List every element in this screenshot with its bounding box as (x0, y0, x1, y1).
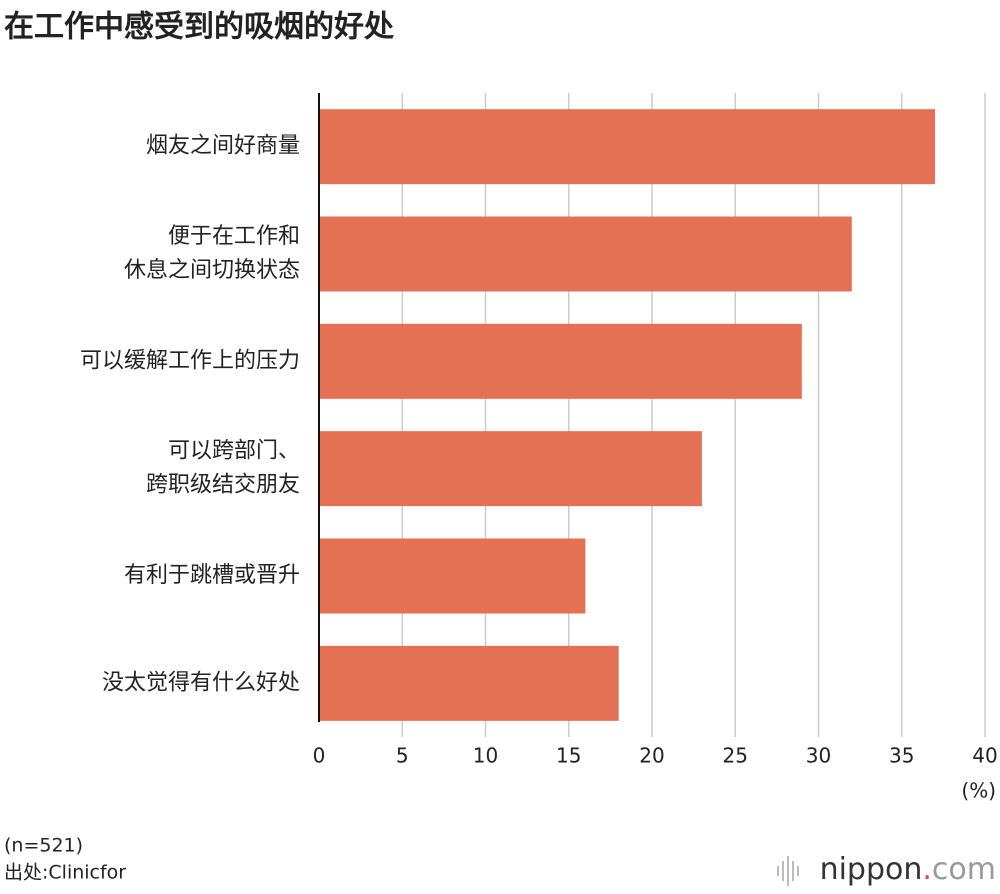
bar (319, 538, 586, 614)
logo-icon (777, 856, 799, 886)
logo-part: com (932, 852, 996, 887)
x-tick-label: 35 (889, 744, 914, 768)
bar (319, 323, 802, 399)
y-tick-label: 跨职级结交朋友 (146, 473, 300, 498)
x-tick-label: 5 (396, 744, 409, 768)
bar (319, 216, 852, 292)
logo-part: . (922, 852, 932, 887)
x-tick-label: 10 (473, 744, 498, 768)
x-tick-label: 0 (313, 744, 326, 768)
y-tick-label: 可以缓解工作上的压力 (80, 348, 300, 373)
y-tick-label: 有利于跳槽或晋升 (124, 563, 300, 588)
logo-part: nippon (820, 852, 923, 887)
y-tick-label: 烟友之间好商量 (146, 134, 300, 159)
logo: nippon.com (820, 852, 996, 887)
note: (n=521) (4, 835, 83, 857)
x-tick-label: 40 (972, 744, 997, 768)
x-tick-label: 30 (806, 744, 831, 768)
y-tick-label: 可以跨部门、 (168, 439, 300, 464)
y-tick-label: 便于在工作和 (168, 224, 300, 249)
chart-title: 在工作中感受到的吸烟的好处 (4, 10, 394, 45)
y-tick-label: 没太觉得有什么好处 (102, 670, 300, 695)
bar (319, 431, 702, 507)
x-tick-label: 25 (723, 744, 748, 768)
bar (319, 645, 619, 721)
x-tick-label: 20 (639, 744, 664, 768)
x-tick-label: 15 (556, 744, 581, 768)
y-tick-label: 休息之间切换状态 (124, 258, 300, 283)
x-unit: (%) (961, 779, 996, 803)
bar (319, 109, 936, 185)
source: 出处:Clinicfor (4, 862, 126, 884)
